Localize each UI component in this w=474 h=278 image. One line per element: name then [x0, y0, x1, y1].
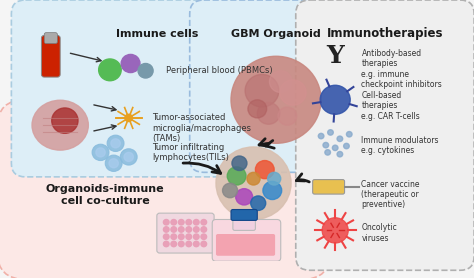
Circle shape	[255, 160, 274, 179]
Circle shape	[201, 220, 207, 225]
Circle shape	[337, 136, 343, 142]
Circle shape	[201, 227, 207, 232]
FancyBboxPatch shape	[212, 220, 281, 261]
Ellipse shape	[32, 100, 88, 150]
FancyBboxPatch shape	[190, 0, 364, 172]
Circle shape	[251, 196, 266, 210]
Circle shape	[105, 155, 122, 172]
Circle shape	[332, 145, 338, 151]
Circle shape	[178, 241, 184, 247]
Circle shape	[270, 71, 292, 93]
Circle shape	[124, 152, 133, 162]
Circle shape	[171, 220, 176, 225]
Circle shape	[201, 241, 207, 247]
Circle shape	[346, 131, 352, 137]
FancyBboxPatch shape	[157, 213, 214, 253]
Circle shape	[120, 149, 137, 165]
Text: Immune modulators
e.g. cytokines: Immune modulators e.g. cytokines	[362, 136, 439, 155]
Circle shape	[52, 108, 78, 133]
Text: Immune cells: Immune cells	[116, 29, 198, 39]
FancyBboxPatch shape	[231, 210, 257, 220]
Text: Tumor-associated
microglia/macrophages
(TAMs): Tumor-associated microglia/macrophages (…	[152, 113, 251, 143]
Circle shape	[92, 144, 109, 160]
Text: Peripheral blood (PBMCs): Peripheral blood (PBMCs)	[166, 66, 273, 75]
Circle shape	[268, 172, 281, 185]
Circle shape	[344, 143, 349, 149]
Circle shape	[121, 54, 140, 73]
Circle shape	[186, 234, 191, 239]
Circle shape	[280, 80, 306, 105]
Circle shape	[125, 114, 132, 121]
FancyBboxPatch shape	[0, 100, 330, 278]
Circle shape	[193, 220, 199, 225]
Circle shape	[236, 189, 253, 205]
Text: Cell-based
therapies
e.g. CAR T-cells: Cell-based therapies e.g. CAR T-cells	[362, 91, 420, 120]
Text: Cancer vaccine
(therapeutic or
preventive): Cancer vaccine (therapeutic or preventiv…	[362, 180, 420, 209]
Circle shape	[138, 63, 153, 78]
Circle shape	[320, 85, 350, 114]
FancyBboxPatch shape	[11, 0, 255, 177]
Text: Y: Y	[326, 44, 344, 68]
Circle shape	[171, 234, 176, 239]
Circle shape	[164, 241, 169, 247]
Text: Organoids-immune
cell co-culture: Organoids-immune cell co-culture	[46, 184, 164, 206]
Circle shape	[322, 218, 348, 243]
Circle shape	[247, 172, 260, 185]
Circle shape	[164, 234, 169, 239]
Circle shape	[171, 241, 176, 247]
Circle shape	[186, 220, 191, 225]
FancyBboxPatch shape	[313, 180, 345, 194]
FancyBboxPatch shape	[296, 0, 474, 270]
Circle shape	[325, 150, 330, 155]
Circle shape	[178, 220, 184, 225]
Circle shape	[109, 159, 118, 168]
Text: GBM Organoid: GBM Organoid	[231, 29, 321, 39]
Circle shape	[318, 133, 324, 139]
Circle shape	[193, 234, 199, 239]
FancyBboxPatch shape	[216, 234, 275, 256]
Circle shape	[216, 147, 291, 220]
Circle shape	[223, 183, 237, 198]
Circle shape	[257, 103, 280, 124]
Circle shape	[201, 234, 207, 239]
Circle shape	[248, 100, 267, 118]
FancyBboxPatch shape	[41, 35, 60, 77]
Circle shape	[171, 227, 176, 232]
Circle shape	[96, 148, 105, 157]
Circle shape	[178, 234, 184, 239]
Circle shape	[111, 139, 120, 148]
Circle shape	[232, 156, 247, 170]
Circle shape	[186, 241, 191, 247]
Circle shape	[328, 130, 333, 135]
Circle shape	[227, 167, 246, 185]
Text: Tumor infiltrating
lymphocytes(TILs): Tumor infiltrating lymphocytes(TILs)	[152, 143, 229, 162]
Circle shape	[278, 107, 297, 125]
Text: Antibody-based
therapies
e.g. immune
checkpoint inhibitors: Antibody-based therapies e.g. immune che…	[362, 49, 442, 89]
Circle shape	[178, 227, 184, 232]
Circle shape	[337, 152, 343, 157]
Circle shape	[164, 220, 169, 225]
Circle shape	[245, 75, 279, 107]
FancyBboxPatch shape	[44, 33, 57, 44]
Text: Oncolytic
viruses: Oncolytic viruses	[362, 223, 397, 242]
Circle shape	[99, 59, 121, 81]
Circle shape	[186, 227, 191, 232]
Circle shape	[193, 227, 199, 232]
Circle shape	[193, 241, 199, 247]
Text: Immunotherapies: Immunotherapies	[327, 27, 443, 40]
Circle shape	[107, 135, 124, 152]
FancyBboxPatch shape	[233, 214, 255, 230]
Circle shape	[263, 182, 282, 200]
Circle shape	[164, 227, 169, 232]
Circle shape	[323, 142, 328, 148]
Circle shape	[231, 56, 321, 143]
